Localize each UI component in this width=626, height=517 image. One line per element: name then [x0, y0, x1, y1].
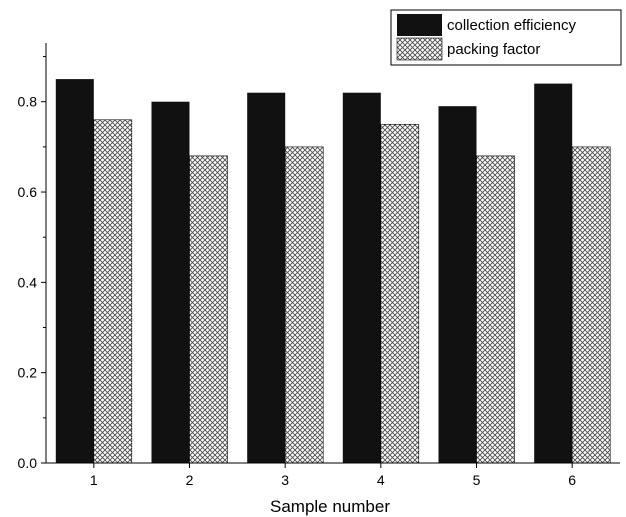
y-tick-label-0.8: 0.8 — [18, 94, 38, 110]
bar-collection-efficiency-4 — [342, 92, 381, 463]
bar-packing-factor-4 — [380, 124, 420, 464]
x-tick-label-1: 1 — [90, 472, 98, 488]
x-tick-label-4: 4 — [377, 472, 385, 488]
y-tick-label-0.2: 0.2 — [18, 365, 38, 381]
legend-label-packing-factor: packing factor — [447, 41, 540, 58]
x-tick-label-6: 6 — [568, 472, 576, 488]
x-tick-label-2: 2 — [186, 472, 194, 488]
y-tick-label-0.0: 0.0 — [18, 455, 38, 471]
plot-area: 0.0 0.2 0.4 0.6 0.8 1 2 3 4 5 6 — [18, 43, 620, 488]
bar-packing-factor-6 — [571, 146, 611, 464]
bar-collection-efficiency-6 — [534, 83, 573, 463]
legend: collection efficiency packing factor — [390, 9, 622, 66]
bar-packing-factor-5 — [476, 155, 515, 464]
bar-packing-factor-1 — [93, 119, 133, 464]
legend-label-collection-efficiency: collection efficiency — [447, 17, 576, 34]
legend-swatch-collection-efficiency — [397, 14, 442, 36]
bar-collection-efficiency-3 — [247, 92, 286, 463]
bar-collection-efficiency-5 — [438, 106, 477, 463]
x-tick-label-5: 5 — [473, 472, 481, 488]
bar-packing-factor-3 — [284, 146, 324, 464]
y-tick-label-0.4: 0.4 — [18, 274, 38, 290]
x-tick-label-3: 3 — [281, 472, 289, 488]
bar-packing-factor-2 — [189, 155, 228, 464]
x-axis-title: Sample number — [270, 497, 390, 516]
legend-swatch-packing-factor — [396, 37, 443, 61]
bar-collection-efficiency-1 — [55, 79, 94, 463]
bar-collection-efficiency-2 — [151, 101, 190, 463]
y-tick-label-0.6: 0.6 — [18, 184, 38, 200]
